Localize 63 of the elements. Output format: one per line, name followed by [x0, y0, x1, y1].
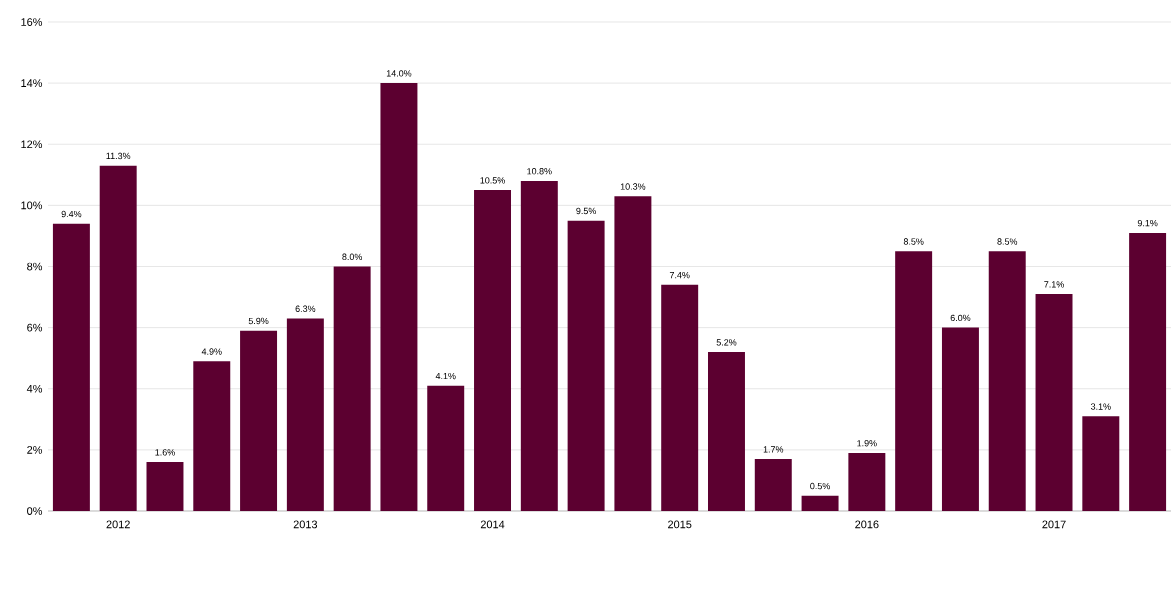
- bar: [661, 284, 699, 511]
- data-label: 8.5%: [903, 238, 924, 245]
- y-tick-label: 14%: [21, 79, 43, 87]
- bar: [848, 452, 886, 511]
- x-tick-label: 2016: [855, 520, 879, 529]
- y-tick-label: 4%: [26, 384, 43, 393]
- y-tick-label: 16%: [21, 18, 43, 26]
- data-label: 11.3%: [106, 152, 131, 160]
- y-tick-label: 10%: [21, 201, 43, 210]
- bar: [754, 459, 792, 511]
- data-label: 6.0%: [950, 314, 971, 322]
- bar: [708, 352, 745, 511]
- x-tick-label: 2017: [1042, 520, 1066, 529]
- bar: [988, 251, 1026, 511]
- data-label: 4.9%: [201, 348, 222, 355]
- data-label: 5.9%: [248, 317, 269, 325]
- bar: [427, 385, 465, 511]
- data-label: 10.8%: [527, 168, 552, 175]
- bar: [52, 223, 90, 511]
- x-tick-label: 2012: [106, 520, 130, 529]
- data-label: 10.5%: [480, 177, 505, 184]
- data-label: 1.6%: [155, 449, 175, 456]
- data-label: 1.9%: [857, 440, 877, 447]
- bar: [474, 190, 511, 511]
- data-label: 7.1%: [1044, 281, 1064, 288]
- bar: [941, 327, 979, 511]
- bar: [567, 220, 605, 511]
- data-label: 10.3%: [620, 183, 646, 190]
- data-label: 7.4%: [669, 272, 690, 279]
- data-label: 6.3%: [295, 305, 316, 312]
- bar: [895, 251, 933, 511]
- bar: [1129, 232, 1167, 511]
- bar: [99, 165, 137, 511]
- y-tick-label: 0%: [27, 507, 43, 515]
- bar: [520, 180, 558, 511]
- bar: [1035, 294, 1073, 511]
- data-label: 9.5%: [576, 207, 597, 215]
- data-label: 9.1%: [1137, 220, 1158, 227]
- data-label: 4.1%: [435, 372, 456, 380]
- x-tick-label: 2014: [480, 520, 505, 529]
- y-tick-label: 8%: [27, 262, 43, 271]
- x-tick-label: 2013: [293, 520, 318, 529]
- data-label: 8.0%: [342, 253, 363, 260]
- bar: [380, 83, 418, 511]
- bar: [240, 330, 278, 511]
- bar: [146, 462, 184, 511]
- bar: [614, 196, 652, 511]
- y-tick-label: 12%: [21, 140, 43, 149]
- bar: [286, 318, 324, 511]
- bar: [193, 361, 231, 511]
- data-label: 5.2%: [716, 339, 737, 346]
- x-tick-label: 2015: [668, 520, 692, 529]
- bar: [333, 266, 371, 511]
- data-label: 0.5%: [810, 482, 830, 490]
- data-label: 3.1%: [1090, 403, 1111, 410]
- y-tick-label: 6%: [27, 323, 43, 332]
- y-tick-label: 2%: [27, 446, 43, 454]
- bar: [1082, 416, 1120, 511]
- bar: [801, 495, 839, 511]
- data-label: 8.5%: [997, 238, 1018, 245]
- data-label: 14.0%: [386, 70, 412, 77]
- data-label: 1.7%: [763, 446, 784, 453]
- data-label: 9.4%: [61, 210, 82, 218]
